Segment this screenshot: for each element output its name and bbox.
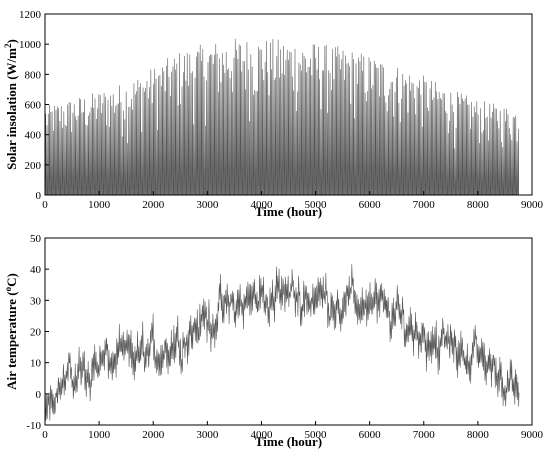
y-tick-label: 0	[36, 389, 42, 401]
y-tick-label: 1200	[19, 9, 42, 21]
x-tick-label: 1000	[88, 429, 111, 441]
x-axis-ticks: 0 1000 2000 3000 4000 5000 6000 7000 8000 9000	[42, 421, 544, 441]
x-tick-label: 2000	[142, 199, 165, 211]
x-axis-label: Time (hour)	[255, 204, 322, 219]
chart-air-temperature: 0 1000 2000 3000 4000 5000 6000 7000 8000 9000 -1…	[3, 233, 544, 449]
air-temperature-series	[44, 264, 520, 421]
x-tick-label: 8000	[467, 429, 490, 441]
x-tick-label: 9000	[521, 429, 544, 441]
x-tick-label: 0	[42, 199, 48, 211]
x-tick-label: 3000	[196, 429, 219, 441]
x-tick-label: 0	[42, 429, 48, 441]
x-tick-label: 4000	[250, 199, 273, 211]
chart-solar-insolation: 0 1000 2000 3000 4000 5000 6000 7000 8000 9000 0 2…	[3, 9, 544, 219]
x-tick-label: 4000	[250, 429, 273, 441]
y-axis-label-main: Air temperature (	[4, 291, 19, 389]
solar-insolation-series	[44, 38, 520, 196]
x-tick-label: 7000	[413, 199, 436, 211]
y-axis-label: Solar insolation (W/m2)	[3, 39, 19, 170]
y-tick-label: 50	[30, 233, 42, 245]
x-tick-label: 5000	[305, 429, 328, 441]
y-tick-label: 10	[30, 358, 42, 370]
series-line	[44, 264, 520, 421]
y-tick-label: -10	[26, 420, 41, 432]
x-tick-label: 8000	[467, 199, 490, 211]
y-tick-label: 600	[25, 100, 42, 112]
y-axis-label-tail: C)	[4, 273, 19, 287]
x-tick-label: 1000	[88, 199, 111, 211]
y-axis-label-superscript: o	[3, 286, 13, 291]
y-tick-label: 800	[25, 69, 42, 81]
x-tick-label: 7000	[413, 429, 436, 441]
x-tick-label: 3000	[196, 199, 219, 211]
plot-frame	[44, 237, 533, 426]
y-tick-label: 20	[30, 327, 42, 339]
x-tick-label: 6000	[359, 429, 382, 441]
y-tick-label: 200	[25, 160, 42, 172]
y-tick-label: 0	[36, 190, 42, 202]
y-tick-label: 400	[25, 130, 42, 142]
y-axis-label-tail: )	[4, 39, 19, 43]
y-axis-ticks: -10 0 10 20 30 40 50	[26, 233, 49, 432]
y-axis-label-superscript: 2	[3, 43, 13, 48]
y-tick-label: 40	[30, 264, 42, 276]
x-tick-label: 5000	[305, 199, 328, 211]
x-tick-label: 2000	[142, 429, 165, 441]
x-tick-label: 9000	[521, 199, 544, 211]
y-tick-label: 1000	[19, 39, 42, 51]
y-axis-label: Air temperature (oC)	[3, 273, 19, 390]
y-axis-ticks: 0 200 400 600 800 1000 1200	[19, 9, 49, 202]
x-axis-label: Time (hour)	[255, 434, 322, 449]
y-tick-label: 30	[30, 295, 42, 307]
x-axis-ticks: 0 1000 2000 3000 4000 5000 6000 7000 8000 9000	[42, 191, 544, 211]
y-axis-label-main: Solar insolation (W/m	[4, 48, 19, 170]
series-line	[44, 38, 520, 196]
x-tick-label: 6000	[359, 199, 382, 211]
